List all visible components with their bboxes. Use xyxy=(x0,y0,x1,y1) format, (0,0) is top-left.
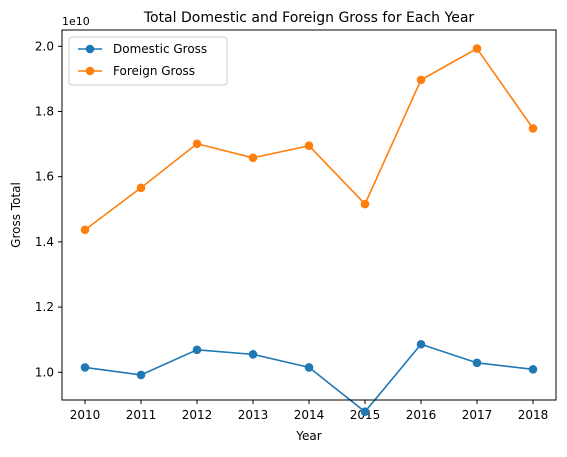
x-axis-label: Year xyxy=(295,429,321,443)
x-tick-label: 2016 xyxy=(406,408,437,422)
x-tick-label: 2018 xyxy=(518,408,549,422)
legend: Domestic Gross Foreign Gross xyxy=(68,36,228,86)
legend-box xyxy=(68,36,228,86)
data-point-foreign-gross xyxy=(360,199,370,209)
legend-label-foreign-gross: Foreign Gross xyxy=(113,64,195,78)
data-point-foreign-gross xyxy=(472,44,482,53)
series-layer xyxy=(80,44,538,417)
data-point-foreign-gross xyxy=(304,141,314,151)
y-tick-label: 1.4 xyxy=(35,235,54,249)
plot-frame xyxy=(61,29,557,401)
data-point-domestic-gross xyxy=(248,350,258,359)
data-point-domestic-gross xyxy=(416,339,426,349)
data-point-domestic-gross xyxy=(136,370,146,380)
data-point-domestic-gross xyxy=(80,363,90,372)
data-point-foreign-gross xyxy=(80,225,90,235)
legend-label-domestic-gross: Domestic Gross xyxy=(113,42,207,56)
chart-title: Total Domestic and Foreign Gross for Eac… xyxy=(143,10,475,26)
data-point-domestic-gross xyxy=(360,407,370,417)
y-tick-label: 1.8 xyxy=(35,104,54,118)
x-tick-label: 2017 xyxy=(462,408,493,422)
legend-marker-domestic-gross xyxy=(85,44,95,54)
x-tick-label: 2011 xyxy=(126,408,157,422)
data-point-domestic-gross xyxy=(472,358,482,368)
data-point-foreign-gross xyxy=(528,124,538,133)
y-tick-label: 2.0 xyxy=(35,39,54,53)
y-axis-offset-label: 1e10 xyxy=(62,15,90,28)
x-tick-label: 2010 xyxy=(70,408,101,422)
y-tick-label: 1.2 xyxy=(35,300,54,314)
y-axis-ticks: 1.0 1.2 1.4 1.6 1.8 2.0 xyxy=(35,39,62,379)
data-point-foreign-gross xyxy=(136,183,146,193)
data-point-domestic-gross xyxy=(528,365,538,374)
x-tick-label: 2012 xyxy=(182,408,213,422)
data-point-foreign-gross xyxy=(416,75,426,85)
y-tick-label: 1.0 xyxy=(35,365,54,379)
legend-marker-foreign-gross xyxy=(85,66,95,76)
x-tick-label: 2014 xyxy=(294,408,325,422)
data-point-foreign-gross xyxy=(192,139,202,149)
x-tick-label: 2013 xyxy=(238,408,269,422)
y-axis-label: Gross Total xyxy=(9,182,23,248)
data-point-foreign-gross xyxy=(248,153,258,163)
data-point-domestic-gross xyxy=(304,363,314,372)
data-point-domestic-gross xyxy=(192,345,202,355)
y-tick-label: 1.6 xyxy=(35,170,54,184)
